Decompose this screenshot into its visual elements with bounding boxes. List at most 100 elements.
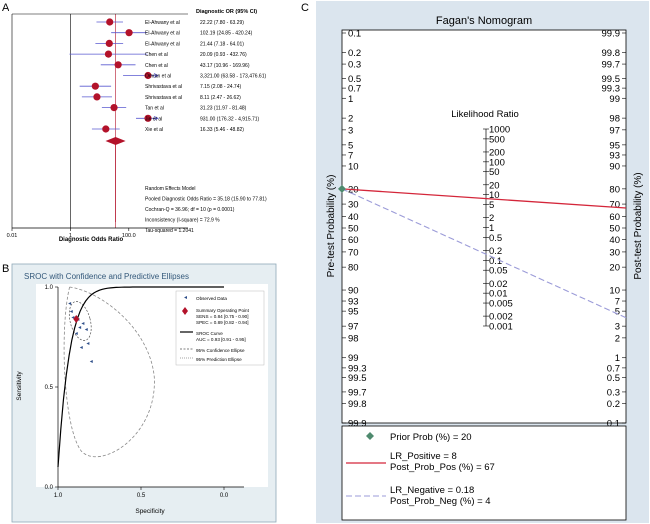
fagan-right-tick-label: 99.9: [602, 29, 621, 40]
forest-point: [144, 71, 152, 80]
sroc-observed-point: ◂: [81, 321, 84, 327]
fagan-right-tick-label: 80: [609, 184, 620, 195]
fagan-left-tick-label: 97: [348, 322, 359, 333]
fagan-right-axis-label: Post-test Probability (%): [633, 172, 644, 279]
forest-study-or: 31.23 (11.97 - 81.48): [200, 106, 247, 112]
sroc-legend: ◂ Observed Data Summary Operating PointSEN…: [175, 290, 265, 366]
fagan-right-tick-label: 99.5: [602, 74, 621, 85]
forest-study-or: 8.11 (2.47 - 26.62): [200, 95, 241, 101]
forest-point: [125, 29, 133, 37]
fagan-right-tick-label: 30: [609, 247, 620, 258]
fagan-right-tick-label: 2: [615, 333, 620, 344]
forest-plot: Diagnostic OR (95% CI) El-Ahwany et al 22…: [7, 2, 294, 254]
sroc-y-axis-label: Sensitivity: [16, 371, 23, 401]
sroc-observed-point: ◂: [68, 301, 71, 307]
fagan-nomogram: Fagan's Nomogram Pre-test Probability (%…: [316, 1, 649, 523]
fagan-lr-tick-label: 2: [489, 213, 494, 224]
sroc-curve: [57, 286, 224, 468]
fagan-legend-box: [341, 425, 627, 521]
fagan-title: Fagan's Nomogram: [436, 15, 532, 27]
sroc-plot: SROC with Confidence and Predictive Elli…: [11, 263, 277, 523]
fagan-lr-tick-label: 0.1: [489, 256, 502, 267]
fagan-left-tick-label: 90: [348, 286, 359, 297]
forest-x-tick-label: 100.0: [122, 233, 136, 239]
fagan-left-tick-label: 99.8: [348, 399, 367, 410]
fagan-right-tick-label: 20: [609, 263, 620, 274]
fagan-left-axis-label: Pre-test Probability (%): [326, 175, 337, 278]
forest-point: [144, 114, 152, 122]
fagan-lr-tick-label: 500: [489, 134, 505, 145]
fagan-legend-post-prob-pos: Post_Prob_Pos (%) = 67: [390, 462, 495, 473]
forest-study-name: Shrivastava et al: [145, 95, 182, 101]
fagan-lr-tick-label: 100: [489, 157, 505, 168]
fagan-lr-tick-label: 0.5: [489, 233, 502, 244]
sroc-legend-summary: Summary Operating Point: [196, 308, 250, 313]
forest-study-name: El-Ahwany et al: [145, 20, 180, 26]
fagan-right-tick-label: 0.7: [607, 363, 620, 374]
forest-point: [114, 61, 122, 69]
fagan-left-tick-label: 95: [348, 307, 359, 318]
forest-study-or: 21.44 (7.18 - 64.01): [200, 41, 244, 47]
fagan-left-tick-label: 98: [348, 333, 359, 344]
fagan-left-tick-label: 7: [348, 150, 353, 161]
forest-summary-line: Random Effects Model: [145, 186, 196, 192]
fagan-right-tick-label: 7: [615, 297, 620, 308]
fagan-lr-tick-label: 200: [489, 147, 505, 158]
forest-ci-arrow: [153, 73, 159, 78]
fagan-right-tick-label: 50: [609, 224, 620, 235]
sroc-y-tick-label: 0.5: [45, 385, 54, 391]
fagan-left-tick-label: 99: [348, 353, 359, 364]
forest-summary-line: Tau-squared = 1.2041: [145, 228, 194, 234]
panel-label-a: A: [2, 2, 10, 14]
sroc-legend-auc: AUC = 0.93 [0.91 - 0.95]: [196, 337, 246, 342]
fagan-lr-tick-label: 20: [489, 180, 500, 191]
forest-study-name: Shrivastava et al: [145, 84, 182, 90]
fagan-lr-tick-label: 0.001: [489, 322, 513, 333]
forest-x-tick-label: 1: [69, 233, 72, 239]
forest-background: [9, 2, 294, 254]
forest-point: [104, 50, 113, 58]
fagan-lr-tick-label: 10: [489, 190, 500, 201]
sroc-observed-point: ◂: [78, 325, 81, 331]
fagan-right-tick-label: 0.1: [607, 419, 620, 430]
forest-x-tick-label: 0.01: [7, 233, 18, 239]
sroc-observed-point: ◂: [85, 327, 88, 333]
fagan-legend-prior: Prior Prob (%) = 20: [390, 432, 472, 443]
fagan-legend-prior-symbol: [366, 432, 374, 440]
sroc-legend-sroc: SROC Curve: [196, 331, 223, 336]
sroc-observed-point: ◂: [86, 341, 89, 347]
sroc-legend-spec: SPEC = 0.89 [0.82 - 0.94]: [196, 320, 248, 325]
forest-study-or: 3,321.00 (63.58 - 173,476.61): [200, 74, 266, 80]
sroc-prediction-ellipse: [63, 286, 155, 457]
forest-summary-line: Pooled Diagnostic Odds Ratio = 35.18 (15…: [145, 197, 267, 203]
fagan-prior-marker: [338, 184, 346, 193]
forest-point: [91, 82, 99, 90]
fagan-right-tick-label: 40: [609, 235, 620, 246]
forest-point: [110, 104, 118, 112]
fagan-left-tick-label: 99.3: [348, 363, 367, 374]
fagan-lr-tick-label: 1000: [489, 125, 510, 136]
fagan-right-tick-label: 0.5: [607, 373, 620, 384]
forest-summary-line: Cochran-Q = 36.96; df = 10 (p = 0.0001): [145, 207, 235, 213]
panel-label-c: C: [301, 2, 309, 14]
sroc-observed-point: ◂: [71, 315, 74, 321]
fagan-left-tick-label: 0.5: [348, 74, 361, 85]
forest-study-name: Chen et al: [145, 63, 168, 69]
fagan-left-tick-label: 0.7: [348, 84, 361, 95]
fagan-left-tick-label: 40: [348, 212, 359, 223]
fagan-legend-post-prob-neg: Post_Prob_Neg (%) = 4: [390, 496, 491, 507]
forest-study-name: Jin et al: [145, 116, 162, 122]
fagan-lr-tick-label: 0.01: [489, 289, 508, 300]
sroc-x-tick-label: 1.0: [54, 493, 63, 499]
fagan-right-tick-label: 0.3: [607, 387, 620, 398]
forest-x-axis-label: Diagnostic Odds Ratio: [59, 237, 124, 243]
fagan-right-tick-label: 1: [615, 353, 620, 364]
sroc-y-tick-label: 1.0: [45, 285, 54, 291]
sroc-legend-observed: Observed Data: [196, 296, 227, 301]
forest-study-or: 20.09 (0.93 - 432.76): [200, 52, 247, 58]
fagan-left-tick-label: 60: [348, 235, 359, 246]
fagan-right-tick-label: 99.3: [602, 84, 621, 95]
forest-point: [105, 39, 113, 48]
sroc-legend-sens: SENS = 0.84 [0.75 - 0.90]: [196, 314, 248, 319]
